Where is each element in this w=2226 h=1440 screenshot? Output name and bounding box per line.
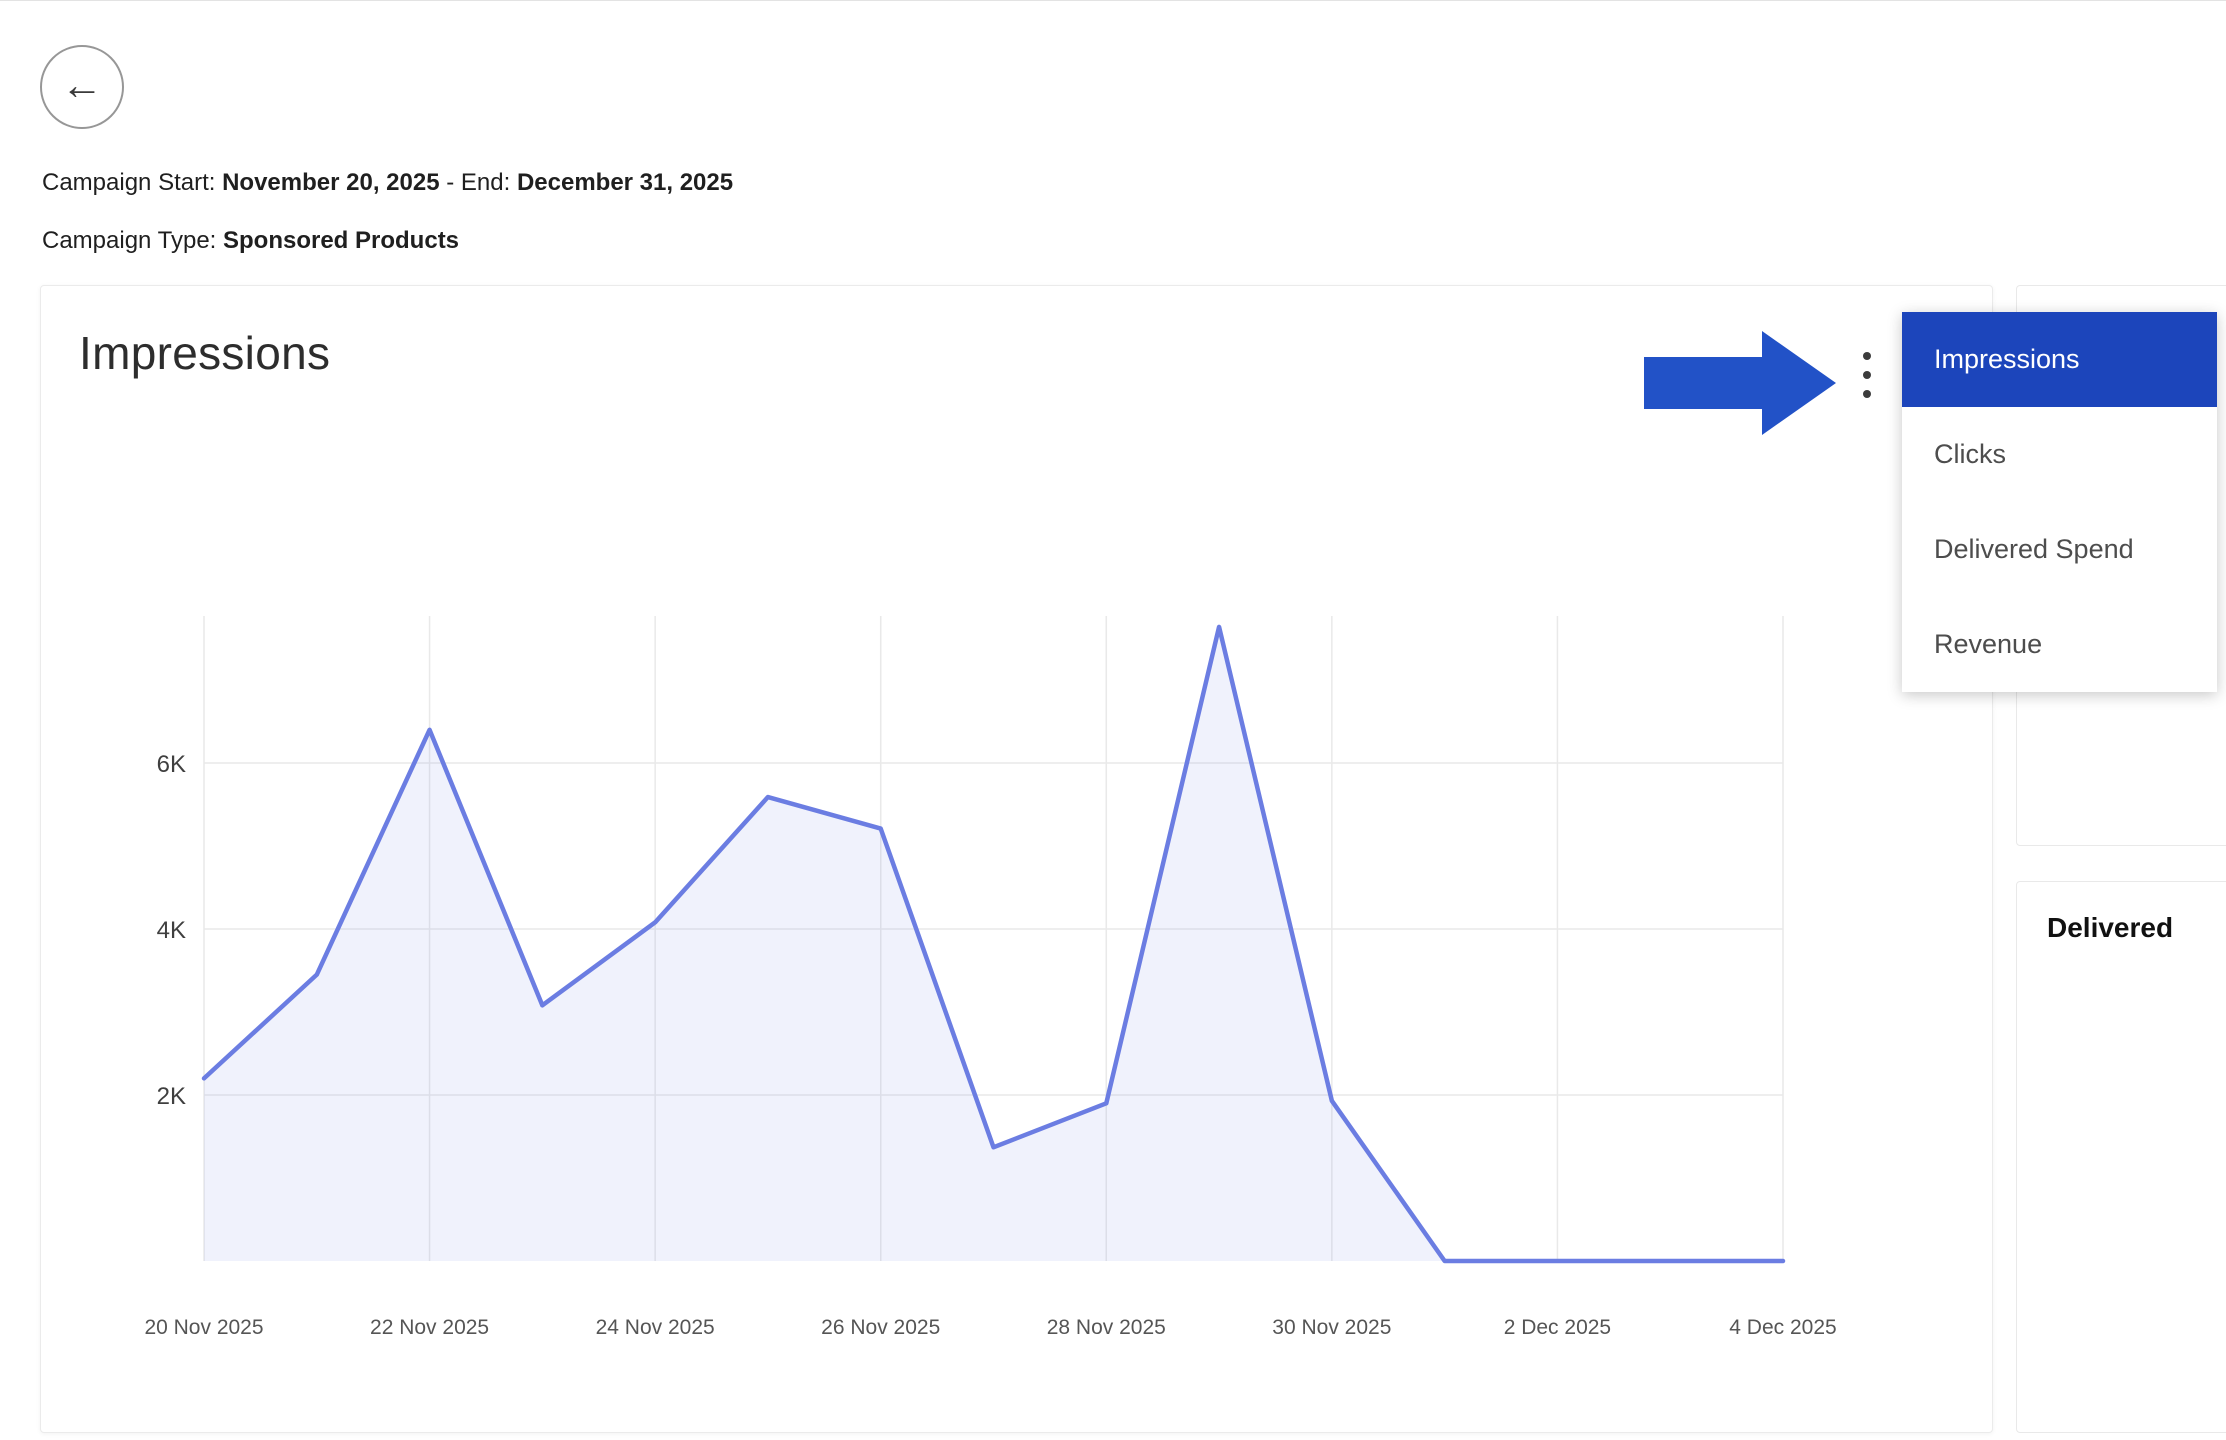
svg-text:26 Nov 2025: 26 Nov 2025 <box>821 1316 940 1339</box>
svg-text:28 Nov 2025: 28 Nov 2025 <box>1047 1316 1166 1339</box>
svg-text:30 Nov 2025: 30 Nov 2025 <box>1272 1316 1391 1339</box>
campaign-end-label: - End: <box>446 169 511 196</box>
delivered-card-title: Delivered <box>2047 912 2174 943</box>
campaign-start-label: Campaign Start: <box>42 169 216 196</box>
svg-text:22 Nov 2025: 22 Nov 2025 <box>370 1316 489 1339</box>
more-options-icon[interactable] <box>1853 348 1881 402</box>
menu-item-delivered-spend[interactable]: Delivered Spend <box>1902 502 2217 597</box>
metric-dropdown-menu: Impressions Clicks Delivered Spend Reven… <box>1902 312 2217 692</box>
campaign-start-value: November 20, 2025 <box>222 169 440 196</box>
campaign-meta: Campaign Start: November 20, 2025 - End:… <box>42 169 733 285</box>
back-button[interactable]: ← <box>40 45 124 129</box>
menu-item-clicks[interactable]: Clicks <box>1902 407 2217 502</box>
svg-text:20 Nov 2025: 20 Nov 2025 <box>144 1316 263 1339</box>
menu-item-revenue[interactable]: Revenue <box>1902 597 2217 692</box>
svg-text:6K: 6K <box>157 751 186 778</box>
campaign-type-line: Campaign Type: Sponsored Products <box>42 227 733 255</box>
impressions-area-chart: 2K 4K 6K 20 Nov 2025 22 Nov 2025 24 Nov 2025 2… <box>144 616 1837 1339</box>
menu-item-impressions[interactable]: Impressions <box>1902 312 2217 407</box>
back-arrow-icon: ← <box>61 61 103 108</box>
delivered-card: Delivered <box>2016 881 2226 1433</box>
svg-text:24 Nov 2025: 24 Nov 2025 <box>596 1316 715 1339</box>
svg-text:2K: 2K <box>157 1083 186 1110</box>
svg-text:4K: 4K <box>157 917 186 944</box>
chart-title: Impressions <box>79 327 331 379</box>
campaign-type-value: Sponsored Products <box>223 227 460 254</box>
svg-text:2 Dec 2025: 2 Dec 2025 <box>1504 1316 1611 1339</box>
svg-text:4 Dec 2025: 4 Dec 2025 <box>1729 1316 1836 1339</box>
pointer-arrow-shape <box>1644 331 1836 435</box>
pointer-arrow-annotation <box>1644 331 1836 435</box>
impressions-card: Impressions 2K 4K 6K 20 Nov 2025 22 Nov 2025… <box>40 285 1993 1433</box>
campaign-end-value: December 31, 2025 <box>516 169 734 196</box>
campaign-type-label: Campaign Type: <box>42 227 217 254</box>
campaign-dates-line: Campaign Start: November 20, 2025 - End:… <box>42 169 733 197</box>
